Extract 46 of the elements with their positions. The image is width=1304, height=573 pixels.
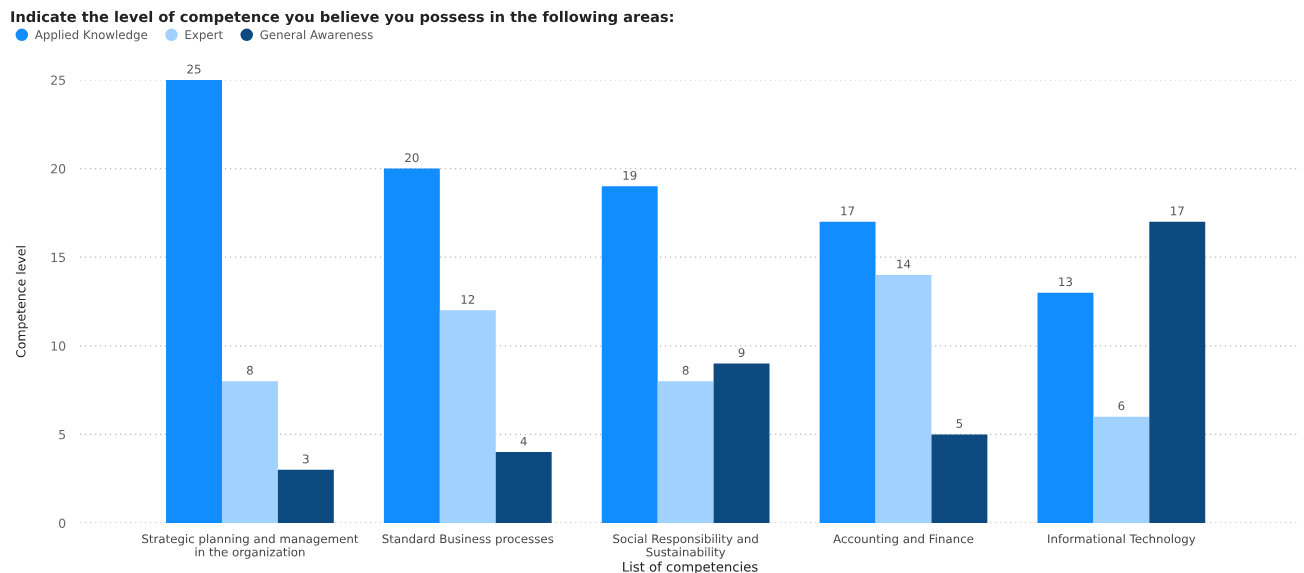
data-label: 20 — [405, 153, 419, 163]
legend-label: Applied Knowledge — [34, 30, 148, 42]
data-label: 3 — [302, 454, 309, 464]
bar — [1093, 416, 1150, 523]
data-label: 6 — [1118, 401, 1125, 411]
data-label: 5 — [956, 419, 963, 428]
bar — [931, 434, 988, 523]
data-label: 13 — [1059, 277, 1073, 287]
bar — [601, 186, 658, 523]
bar — [819, 221, 876, 523]
bar — [713, 363, 770, 523]
bar — [383, 168, 440, 523]
data-label: 12 — [461, 294, 475, 304]
bar — [1037, 292, 1094, 523]
y-tick-label: 5 — [59, 430, 66, 440]
y-axis-title: Competence level — [15, 246, 28, 358]
bar — [495, 452, 552, 523]
bar — [166, 80, 222, 523]
chart-title: Indicate the level of competence you believe you possess in the following areas: — [11, 10, 673, 26]
legend-label: Expert — [185, 30, 223, 42]
bar — [221, 381, 278, 523]
data-label: 25 — [187, 64, 201, 74]
x-tick-label: Social Responsibility and Sustainability — [613, 534, 758, 559]
x-tick-label: Standard Business processes — [382, 534, 554, 546]
data-label: 8 — [246, 365, 253, 375]
data-label: 17 — [1171, 206, 1184, 216]
data-label: 9 — [738, 348, 745, 358]
data-label: 8 — [682, 365, 689, 375]
y-tick-label: 20 — [51, 164, 66, 174]
data-label: 14 — [897, 259, 911, 269]
data-label: 19 — [623, 170, 637, 180]
x-tick-label: Informational Technology — [1048, 534, 1196, 546]
y-tick-label: 0 — [58, 518, 66, 528]
bar — [439, 310, 496, 523]
bar — [1149, 221, 1206, 523]
x-tick-label: Strategic planning and management in the organization — [142, 534, 359, 559]
legend-label: General Awareness — [260, 30, 373, 40]
x-tick-label: Accounting and Finance — [833, 534, 974, 546]
y-tick-label: 15 — [51, 252, 66, 263]
bar — [657, 381, 714, 523]
y-tick-label: 25 — [51, 75, 66, 85]
data-label: 4 — [520, 436, 527, 446]
bar — [277, 469, 334, 523]
y-tick-label: 10 — [51, 341, 66, 351]
data-label: 17 — [841, 206, 855, 216]
bar — [875, 274, 932, 523]
